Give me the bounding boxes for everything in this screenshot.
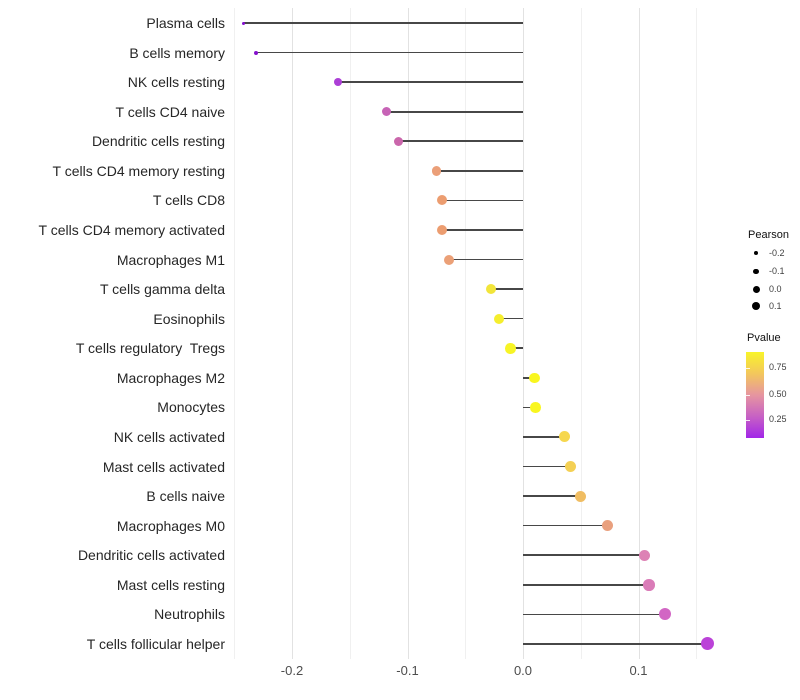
- y-axis-label: Dendritic cells activated: [77, 547, 225, 564]
- lollipop-stem: [523, 465, 571, 468]
- gridline-minor: [465, 8, 467, 659]
- lollipop-stem: [523, 436, 565, 438]
- y-axis-label: Plasma cells: [146, 15, 225, 31]
- lollipop-stem: [398, 140, 523, 143]
- x-tick-label: -0.1: [396, 663, 419, 678]
- lollipop-dot: [437, 195, 448, 206]
- lollipop-stem: [523, 406, 536, 409]
- y-axis-label: NK cells resting: [127, 74, 225, 91]
- legend-size-label: 0.1: [769, 300, 782, 311]
- x-tick-label: 0.0: [513, 663, 533, 678]
- legend-size-dot: [754, 251, 758, 255]
- pvalue-gradient-bar: [746, 352, 764, 438]
- x-tick-label: -0.2: [280, 663, 304, 678]
- lollipop-stem: [243, 22, 523, 24]
- lollipop-stem: [442, 229, 523, 231]
- lollipop-dot: [530, 402, 541, 413]
- lollipop-dot: [701, 637, 715, 651]
- pvalue-tick-label: 0.50: [769, 389, 787, 400]
- y-axis-label: T cells regulatory Tregs: [75, 340, 225, 357]
- y-axis-label: Macrophages M2: [116, 369, 225, 386]
- y-axis-label: Macrophages M0: [116, 517, 225, 534]
- y-axis-label: Mast cells resting: [116, 576, 225, 593]
- gridline-minor: [580, 8, 582, 659]
- legend-size-label: -0.1: [769, 266, 785, 276]
- y-axis-label: T cells follicular helper: [86, 635, 225, 652]
- lollipop-dot: [643, 579, 655, 591]
- lollipop-dot: [575, 490, 587, 502]
- lollipop-stem: [256, 51, 523, 54]
- pvalue-tick-label: 0.75: [769, 362, 787, 373]
- y-axis-label: NK cells activated: [113, 428, 225, 445]
- legend-size-label: -0.2: [769, 247, 785, 258]
- lollipop-stem: [386, 110, 523, 113]
- lollipop-stem: [523, 524, 608, 527]
- pearson-legend-title: Pearson: [748, 229, 789, 241]
- pvalue-tick-label: 0.25: [769, 414, 787, 425]
- y-axis-label: T cells CD8: [152, 192, 225, 209]
- y-axis-label: Eosinophils: [153, 310, 225, 327]
- legend-size-dot: [751, 301, 761, 311]
- legend-size-label: 0.0: [769, 283, 782, 294]
- y-axis-label: T cells CD4 naive: [115, 103, 225, 120]
- gridline-major: [292, 8, 293, 659]
- x-tick-label: 0.1: [629, 663, 648, 678]
- pvalue-gradient-tick: [746, 394, 750, 396]
- y-axis-label: B cells naive: [146, 488, 225, 505]
- y-axis-label: Neutrophils: [154, 606, 225, 623]
- pvalue-legend-title: Pvalue: [747, 332, 781, 344]
- lollipop-dot: [444, 254, 455, 265]
- lollipop-stem: [523, 377, 535, 379]
- lollipop-stem: [498, 317, 523, 320]
- legend-size-dot: [753, 268, 759, 275]
- lollipop-dot: [529, 372, 540, 384]
- lollipop-dot: [485, 284, 496, 295]
- y-axis-label: Monocytes: [157, 399, 225, 416]
- y-axis-label: B cells memory: [129, 44, 225, 61]
- lollipop-stem: [523, 584, 649, 586]
- lollipop-stem: [510, 347, 523, 350]
- lollipop-stem: [523, 643, 708, 645]
- lollipop-dot: [601, 519, 614, 532]
- lollipop-dot: [559, 431, 571, 443]
- pvalue-gradient-tick: [746, 419, 750, 421]
- lollipop-dot: [638, 549, 651, 561]
- y-axis-label: Macrophages M1: [116, 251, 225, 268]
- lollipop-stem: [490, 288, 523, 290]
- lollipop-stem: [523, 613, 666, 616]
- pvalue-gradient-tick: [746, 367, 750, 369]
- y-axis-label: T cells CD4 memory activated: [38, 221, 225, 238]
- lollipop-stem: [523, 495, 581, 497]
- lollipop-dot: [393, 136, 403, 146]
- lollipop-dot: [333, 77, 343, 87]
- lollipop-dot: [437, 224, 448, 235]
- y-axis-label: T cells CD4 memory resting: [52, 162, 225, 179]
- lollipop-stem: [338, 81, 523, 83]
- gridline-major: [523, 8, 524, 659]
- lollipop-dot: [505, 343, 516, 354]
- gridline-minor: [349, 8, 351, 659]
- y-axis-label: T cells gamma delta: [99, 281, 225, 298]
- lollipop-dot: [564, 461, 576, 473]
- gridline-minor: [696, 8, 698, 659]
- legend-size-dot: [752, 285, 760, 293]
- y-axis-label: Dendritic cells resting: [91, 133, 225, 150]
- lollipop-stem: [449, 258, 523, 261]
- lollipop-stem: [436, 170, 523, 172]
- lollipop-dot: [493, 313, 504, 324]
- lollipop-dot: [382, 107, 392, 117]
- y-axis-label: Mast cells activated: [102, 458, 225, 475]
- lollipop-dot: [431, 166, 442, 176]
- gridline-minor: [234, 8, 236, 659]
- lollipop-stem: [523, 554, 645, 557]
- lollipop-dot: [254, 50, 259, 55]
- lollipop-stem: [442, 199, 523, 202]
- lollipop-dot: [241, 21, 245, 25]
- lollipop-dot: [659, 608, 672, 621]
- gridline-major: [407, 8, 409, 659]
- gridline-major: [638, 8, 640, 659]
